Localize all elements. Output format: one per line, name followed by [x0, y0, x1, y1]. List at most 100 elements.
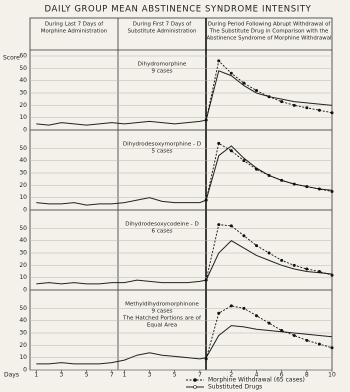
data-point	[317, 270, 321, 273]
y-tick-label: 50	[19, 305, 27, 312]
y-tick-label: 30	[19, 330, 27, 337]
y-tick-label: 30	[19, 250, 27, 257]
x-tick-label: 3	[148, 372, 152, 379]
y-tick-label: 30	[19, 170, 27, 177]
column-header: The Substitute Drug in Comparison with t…	[209, 29, 329, 35]
y-tick-label: 40	[19, 317, 27, 324]
series-line	[36, 145, 333, 206]
y-tick-label: 0	[23, 287, 27, 294]
series-line	[205, 60, 333, 121]
data-point	[330, 190, 334, 193]
data-point	[292, 103, 296, 107]
y-tick-label: 50	[19, 65, 27, 72]
panel-annotation: 5 cases	[151, 149, 172, 155]
data-point	[242, 159, 246, 163]
data-point	[255, 89, 258, 93]
data-point	[229, 71, 233, 75]
column-header: During First 7 Days of	[133, 22, 191, 28]
data-point	[317, 342, 321, 346]
data-point	[330, 273, 334, 277]
legend-label: Substituted Drugs	[208, 384, 262, 391]
column-header: During Last 7 Days of	[45, 22, 103, 28]
data-point	[317, 108, 321, 112]
x-tick-label: 10	[328, 372, 336, 379]
data-point	[280, 329, 284, 333]
panel-annotation: Dihydromorphine	[138, 62, 187, 68]
data-point	[204, 278, 208, 282]
data-point	[305, 106, 309, 110]
data-point	[255, 167, 258, 171]
data-point	[280, 178, 284, 182]
data-point	[330, 346, 334, 350]
x-tick-label: 1	[122, 372, 126, 379]
x-tick-label: 3	[60, 372, 64, 379]
legend-marker	[193, 378, 197, 382]
data-point	[292, 333, 296, 337]
x-tick-label: 6	[280, 372, 284, 379]
x-axis-label: Days	[4, 372, 19, 379]
y-tick-label: 0	[23, 207, 27, 214]
column-header: Morphine Administration	[41, 29, 107, 35]
y-tick-label: 10	[19, 354, 27, 361]
x-tick-label: 1	[34, 372, 38, 379]
y-tick-label: 20	[19, 262, 27, 269]
column-header: Abstinence Syndrome of Morphine Withdraw…	[206, 36, 331, 42]
data-point	[242, 81, 246, 85]
x-tick-label: 7	[198, 372, 202, 379]
data-point	[217, 59, 221, 63]
y-tick-label: 0	[23, 127, 27, 134]
data-point	[255, 314, 258, 318]
data-point	[242, 306, 246, 310]
panel-annotation: Equal Area	[147, 323, 177, 329]
data-point	[217, 141, 221, 145]
data-point	[229, 149, 233, 153]
data-point	[267, 95, 271, 99]
data-point	[317, 187, 321, 191]
y-tick-label: 40	[19, 157, 27, 164]
panel-annotation: 6 cases	[151, 229, 172, 235]
data-point	[267, 173, 271, 177]
data-point	[267, 251, 271, 255]
data-point	[267, 321, 271, 325]
data-point	[229, 224, 233, 228]
data-point	[204, 357, 208, 361]
data-point	[217, 311, 221, 315]
y-tick-label: 20	[19, 182, 27, 189]
data-point	[242, 234, 246, 238]
panel-annotation: Methyldihydromorphinone	[125, 302, 199, 308]
panel-annotation: Dihydrodesoxymorphine - D	[123, 142, 201, 148]
column-header: During Period Following Abrupt Withdrawa…	[208, 22, 331, 28]
x-tick-label: 4	[255, 372, 259, 379]
x-tick-label: 5	[173, 372, 177, 379]
y-tick-label: 30	[19, 90, 27, 97]
series-line	[36, 325, 333, 365]
data-point	[305, 267, 309, 271]
data-point	[305, 338, 309, 342]
data-point	[255, 244, 258, 248]
panel-annotation: 9 cases	[151, 309, 172, 315]
y-tick-label: 20	[19, 102, 27, 109]
figure-title: DAILY GROUP MEAN ABSTINENCE SYNDROME INT…	[45, 5, 312, 15]
y-tick-label: 40	[19, 237, 27, 244]
y-tick-label: 10	[19, 194, 27, 201]
series-line	[36, 240, 333, 285]
panel-annotation: 9 cases	[151, 69, 172, 75]
y-tick-label: 10	[19, 274, 27, 281]
data-point	[280, 100, 284, 104]
data-point	[280, 258, 284, 262]
y-tick-label: 60	[19, 53, 27, 60]
y-axis-label: Score	[3, 55, 20, 62]
legend-label: Morphine Withdrawal (65 cases)	[208, 377, 305, 384]
legend-marker	[193, 385, 197, 389]
data-point	[292, 263, 296, 267]
data-point	[292, 182, 296, 186]
series-line	[205, 305, 333, 360]
series-line	[205, 142, 333, 201]
panel-annotation: The Hatched Portions are of	[122, 316, 202, 322]
y-tick-label: 0	[23, 367, 27, 374]
y-tick-label: 10	[19, 114, 27, 121]
data-point	[330, 111, 334, 115]
data-point	[305, 185, 309, 189]
y-tick-label: 40	[19, 77, 27, 84]
